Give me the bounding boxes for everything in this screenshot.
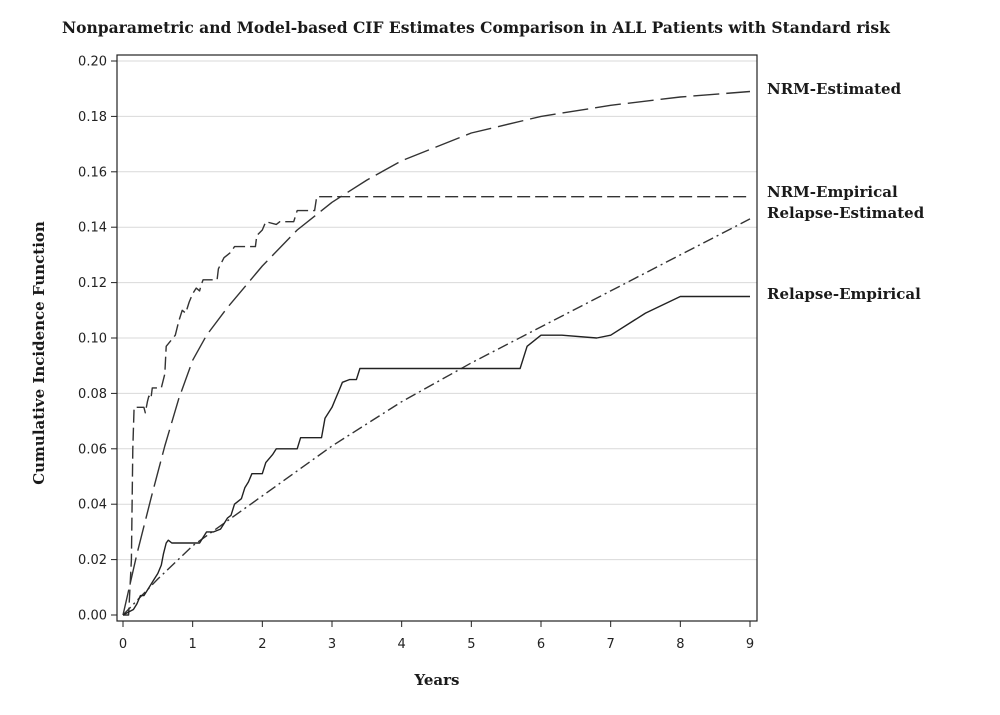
x-axis-title: Years — [413, 671, 459, 689]
x-tick-label: 5 — [467, 637, 475, 652]
series-lines — [122, 90, 751, 616]
series-line-nrm-empirical — [123, 195, 750, 616]
y-tick-label: 0.18 — [78, 110, 107, 125]
x-tick-label: 6 — [537, 637, 545, 652]
y-tick-label: 0.10 — [78, 332, 107, 347]
x-tick-label: 7 — [607, 637, 615, 652]
series-label: Relapse-Estimated — [767, 204, 925, 222]
y-tick-label: 0.16 — [78, 165, 107, 180]
y-tick-label: 0.06 — [78, 442, 107, 457]
chart-title: Nonparametric and Model-based CIF Estima… — [62, 18, 890, 37]
x-tick-label: 4 — [398, 637, 406, 652]
axes: 0.00 0.02 0.04 0.06 0.08 0.10 0.12 0.14 0.16 0.18… — [78, 55, 754, 653]
y-tick-label: 0.14 — [78, 221, 107, 236]
x-tick-label: 2 — [258, 637, 266, 652]
x-tick-label: 0 — [119, 637, 127, 652]
series-labels: NRM-Estimated NRM-Empirical Relapse-Estima… — [767, 80, 925, 303]
x-tick-label: 9 — [746, 637, 754, 652]
x-tick-label: 1 — [189, 637, 197, 652]
series-line-relapse-estimated — [122, 218, 751, 616]
series-label: NRM-Empirical — [767, 183, 898, 201]
x-tick-label: 8 — [676, 637, 684, 652]
y-tick-label: 0.00 — [78, 609, 107, 624]
gridlines — [117, 60, 757, 561]
y-tick-label: 0.04 — [78, 498, 107, 513]
series-line-relapse-empirical — [122, 295, 750, 616]
y-axis-title: Cumulative Incidence Function — [30, 221, 48, 485]
y-tick-label: 0.02 — [78, 553, 107, 568]
series-label: Relapse-Empirical — [767, 285, 921, 303]
series-label: NRM-Estimated — [767, 80, 902, 98]
y-tick-label: 0.12 — [78, 276, 107, 291]
y-tick-label: 0.20 — [78, 55, 107, 70]
series-line-nrm-estimated — [122, 90, 751, 616]
x-tick-label: 3 — [328, 637, 336, 652]
y-tick-label: 0.08 — [78, 387, 107, 402]
